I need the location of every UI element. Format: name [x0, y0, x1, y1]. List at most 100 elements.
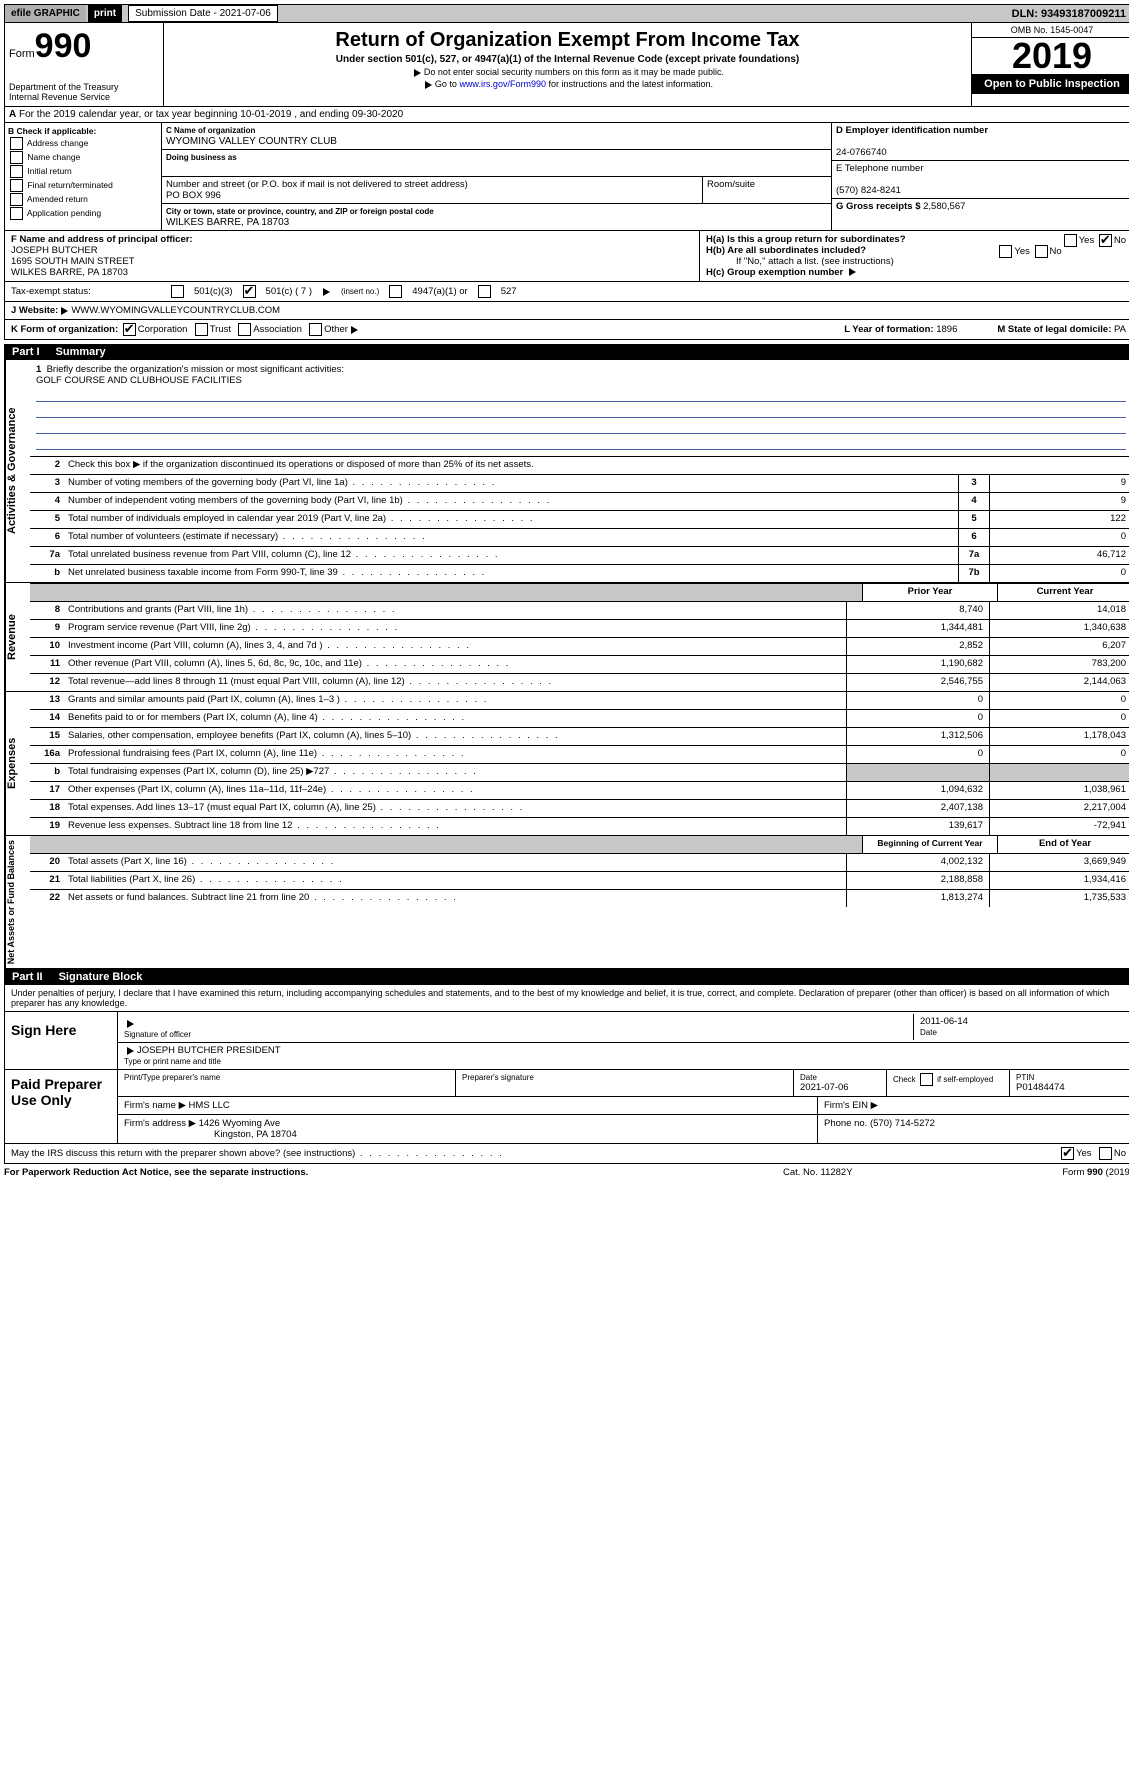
table-row: 17Other expenses (Part IX, column (A), l…	[30, 782, 1129, 800]
form-title: Return of Organization Exempt From Incom…	[172, 29, 963, 52]
application-pending-checkbox[interactable]	[10, 207, 23, 220]
self-employed-checkbox[interactable]	[920, 1073, 933, 1086]
table-row: 10Investment income (Part VIII, column (…	[30, 638, 1129, 656]
table-row: 22Net assets or fund balances. Subtract …	[30, 890, 1129, 907]
print-button[interactable]: print	[88, 5, 122, 22]
dln: DLN: 93493187009211	[1012, 8, 1129, 20]
footer: For Paperwork Reduction Act Notice, see …	[4, 1164, 1129, 1181]
arrow-icon	[323, 288, 330, 296]
mission-block: 1 Briefly describe the organization's mi…	[30, 360, 1129, 457]
table-row: 21Total liabilities (Part X, line 26)2,1…	[30, 872, 1129, 890]
table-row: bNet unrelated business taxable income f…	[30, 565, 1129, 582]
final-return-checkbox[interactable]	[10, 179, 23, 192]
arrow-icon	[127, 1020, 134, 1028]
discuss-row: May the IRS discuss this return with the…	[4, 1144, 1129, 1164]
other-checkbox[interactable]	[309, 323, 322, 336]
sign-here-label: Sign Here	[5, 1012, 118, 1069]
group-return: H(a) Is this a group return for subordin…	[699, 231, 1129, 281]
assoc-checkbox[interactable]	[238, 323, 251, 336]
tax-exempt-row: Tax-exempt status: 501(c)(3) 501(c) ( 7 …	[4, 282, 1129, 302]
arrow-icon	[61, 307, 68, 315]
arrow-icon	[425, 81, 432, 89]
initial-return-checkbox[interactable]	[10, 165, 23, 178]
corp-checkbox[interactable]	[123, 323, 136, 336]
table-row: 12Total revenue—add lines 8 through 11 (…	[30, 674, 1129, 691]
527-checkbox[interactable]	[478, 285, 491, 298]
arrow-icon	[414, 69, 421, 77]
open-inspection: Open to Public Inspection	[972, 74, 1129, 94]
net-assets-label: Net Assets or Fund Balances	[5, 836, 30, 968]
room-row: Room/suite	[703, 177, 831, 203]
501c3-checkbox[interactable]	[171, 285, 184, 298]
arrow-icon	[351, 326, 358, 334]
table-row: 3Number of voting members of the governi…	[30, 475, 1129, 493]
table-row: 7aTotal unrelated business revenue from …	[30, 547, 1129, 565]
table-row: bTotal fundraising expenses (Part IX, co…	[30, 764, 1129, 782]
line-2: 2 Check this box ▶ if the organization d…	[30, 457, 1129, 475]
net-header-row: Beginning of Current Year End of Year	[30, 836, 1129, 854]
part2-header: Part IISignature Block	[4, 969, 1129, 985]
hb-no-checkbox[interactable]	[1035, 245, 1048, 258]
officer-name: JOSEPH BUTCHER PRESIDENT	[137, 1045, 281, 1056]
discuss-yes-checkbox[interactable]	[1061, 1147, 1074, 1160]
form-subtitle: Under section 501(c), 527, or 4947(a)(1)…	[172, 54, 963, 65]
city-row: City or town, state or province, country…	[162, 204, 831, 230]
goto-note: Go to www.irs.gov/Form990 for instructio…	[172, 79, 963, 89]
expenses-label: Expenses	[5, 692, 30, 835]
phone-row: E Telephone number (570) 824-8241	[832, 161, 1129, 199]
gross-receipts-row: G Gross receipts $ 2,580,567	[832, 199, 1129, 230]
expenses-section: Expenses 13Grants and similar amounts pa…	[4, 692, 1129, 836]
net-assets-section: Net Assets or Fund Balances Beginning of…	[4, 836, 1129, 969]
4947-checkbox[interactable]	[389, 285, 402, 298]
perjury-text: Under penalties of perjury, I declare th…	[4, 985, 1129, 1012]
ssn-note: Do not enter social security numbers on …	[172, 67, 963, 77]
dept-label: Department of the Treasury Internal Reve…	[9, 82, 159, 102]
col-b-checkboxes: B Check if applicable: Address change Na…	[5, 123, 162, 230]
name-change-checkbox[interactable]	[10, 151, 23, 164]
table-row: 5Total number of individuals employed in…	[30, 511, 1129, 529]
paid-preparer-block: Paid Preparer Use Only Print/Type prepar…	[4, 1070, 1129, 1144]
row-a: A For the 2019 calendar year, or tax yea…	[4, 107, 1129, 123]
table-row: 14Benefits paid to or for members (Part …	[30, 710, 1129, 728]
trust-checkbox[interactable]	[195, 323, 208, 336]
table-row: 20Total assets (Part X, line 16)4,002,13…	[30, 854, 1129, 872]
dba-row: Doing business as	[162, 150, 831, 177]
hb-yes-checkbox[interactable]	[999, 245, 1012, 258]
block-identity: B Check if applicable: Address change Na…	[4, 123, 1129, 231]
discuss-no-checkbox[interactable]	[1099, 1147, 1112, 1160]
street-row: Number and street (or P.O. box if mail i…	[162, 177, 703, 203]
paid-preparer-label: Paid Preparer Use Only	[5, 1070, 118, 1143]
governance-section: Activities & Governance 1 Briefly descri…	[4, 360, 1129, 583]
ha-yes-checkbox[interactable]	[1064, 234, 1077, 247]
table-row: 18Total expenses. Add lines 13–17 (must …	[30, 800, 1129, 818]
sign-block: Sign Here Signature of officer 2011-06-1…	[4, 1012, 1129, 1070]
website-link[interactable]: WWW.WYOMINGVALLEYCOUNTRYCLUB.COM	[71, 305, 280, 316]
part1-header: Part ISummary	[4, 344, 1129, 360]
revenue-section: Revenue Prior Year Current Year 8Contrib…	[4, 583, 1129, 692]
arrow-icon	[849, 268, 856, 276]
arrow-icon	[127, 1047, 134, 1055]
ein-row: D Employer identification number 24-0766…	[832, 123, 1129, 161]
tax-year: 2019	[972, 38, 1129, 74]
form-header: Form990 Department of the Treasury Inter…	[4, 23, 1129, 107]
form-org-row: K Form of organization: Corporation Trus…	[4, 320, 1129, 340]
revenue-header-row: Prior Year Current Year	[30, 583, 1129, 602]
governance-label: Activities & Governance	[5, 360, 30, 582]
website-row: J Website: WWW.WYOMINGVALLEYCOUNTRYCLUB.…	[4, 302, 1129, 320]
table-row: 9Program service revenue (Part VIII, lin…	[30, 620, 1129, 638]
table-row: 8Contributions and grants (Part VIII, li…	[30, 602, 1129, 620]
address-change-checkbox[interactable]	[10, 137, 23, 150]
table-row: 13Grants and similar amounts paid (Part …	[30, 692, 1129, 710]
ha-no-checkbox[interactable]	[1099, 234, 1112, 247]
top-bar: efile GRAPHIC print Submission Date - 20…	[4, 4, 1129, 23]
instructions-link[interactable]: www.irs.gov/Form990	[459, 79, 546, 89]
table-row: 16aProfessional fundraising fees (Part I…	[30, 746, 1129, 764]
table-row: 4Number of independent voting members of…	[30, 493, 1129, 511]
block-officer: F Name and address of principal officer:…	[4, 231, 1129, 282]
principal-officer: F Name and address of principal officer:…	[5, 231, 699, 281]
501c-checkbox[interactable]	[243, 285, 256, 298]
amended-return-checkbox[interactable]	[10, 193, 23, 206]
revenue-label: Revenue	[5, 583, 30, 691]
table-row: 15Salaries, other compensation, employee…	[30, 728, 1129, 746]
efile-button[interactable]: efile GRAPHIC	[5, 5, 86, 22]
